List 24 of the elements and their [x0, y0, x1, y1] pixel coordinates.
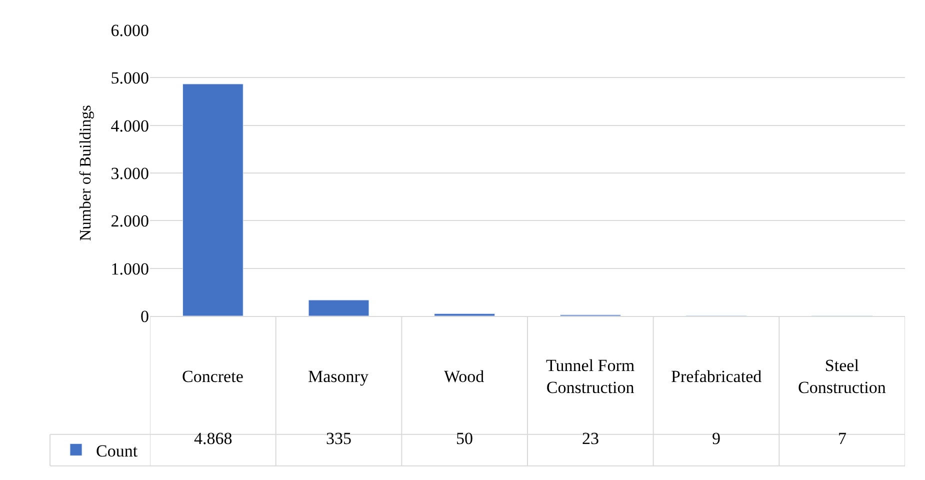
bar	[182, 84, 244, 316]
y-tick-label: 1.000	[110, 259, 149, 278]
data-label: 335	[326, 429, 352, 448]
data-label: 7	[838, 429, 847, 448]
x-tick-label: Masonry	[308, 367, 369, 386]
x-tick-label: Tunnel Form Construction	[546, 356, 635, 398]
y-axis-title: Number of Buildings	[78, 105, 95, 241]
y-tick-label: 5.000	[110, 68, 149, 88]
y-tick-label: 4.000	[110, 116, 149, 136]
x-tick-label: Wood	[444, 367, 485, 386]
y-tick-label: 6.000	[110, 20, 149, 40]
legend-label: Count	[96, 441, 138, 460]
x-tick-label: Steel Construction	[798, 356, 886, 398]
y-tick-label: 2.000	[110, 212, 149, 231]
data-label: 4.868	[194, 429, 232, 448]
x-tick-label: Prefabricated	[671, 367, 762, 386]
x-tick-label: Concrete	[182, 367, 244, 386]
data-label: 23	[582, 429, 599, 448]
data-label: 50	[456, 429, 473, 448]
bar	[308, 300, 370, 316]
data-label: 9	[712, 429, 720, 448]
y-tick-label: 3.000	[110, 164, 149, 183]
y-tick-label: 0	[140, 306, 149, 326]
bar	[434, 313, 496, 316]
